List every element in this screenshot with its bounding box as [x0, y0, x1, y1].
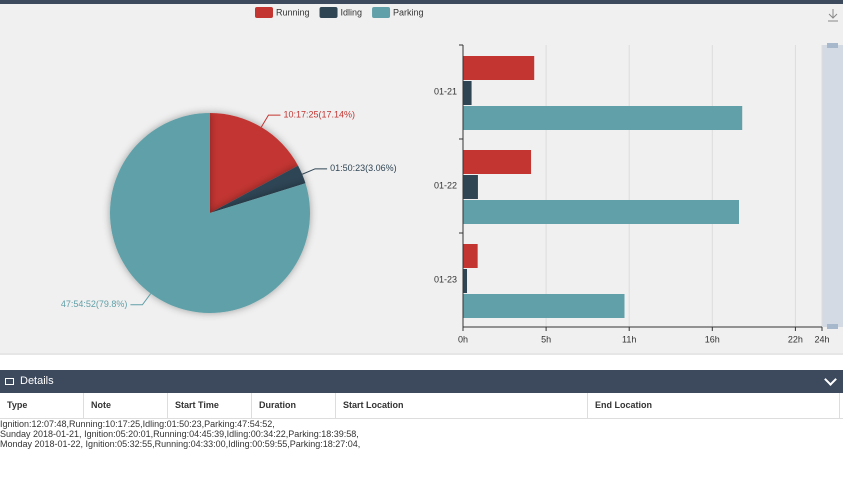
column-header: End Location [588, 393, 840, 418]
legend-label: Idling [341, 7, 363, 17]
details-rows: Ignition:12:07:48,Running:10:17:25,Idlin… [0, 419, 843, 449]
x-tick-label: 16h [705, 334, 720, 344]
x-tick-label: 11h [622, 334, 636, 344]
details-panel: Details Type Note Start Time Duration Start … [0, 370, 843, 483]
column-header: Duration [252, 393, 336, 418]
column-header: Note [84, 393, 168, 418]
zoom-slider[interactable] [822, 45, 843, 327]
label-line [302, 168, 328, 175]
column-header: Start Location [336, 393, 588, 418]
zoom-handle[interactable] [827, 43, 838, 48]
bar [463, 244, 478, 268]
details-row[interactable]: Monday 2018-01-22, Ignition:05:32:55,Run… [0, 439, 361, 449]
x-tick-label: 5h [541, 334, 551, 344]
bar [463, 269, 468, 293]
column-header: Start Time [168, 393, 252, 418]
x-tick-label: 0h [458, 334, 468, 344]
slice-label: 01:50:23(3.06%) [330, 163, 397, 173]
details-title: Details [20, 375, 54, 387]
details-row[interactable]: Ignition:12:07:48,Running:10:17:25,Idlin… [0, 419, 275, 429]
column-headers: Type Note Start Time Duration Start Location… [0, 393, 843, 419]
y-tick-label: 01-21 [434, 86, 457, 96]
legend-swatch [372, 7, 391, 18]
legend-label: Running [276, 7, 310, 17]
bar [463, 56, 535, 80]
legend-swatch [255, 7, 273, 18]
bar [463, 106, 743, 130]
slice-label: 10:17:25(17.14%) [283, 110, 355, 120]
chart-area: 10:17:25(17.14%) 01:50:23(3.06%) 47:54:52(… [0, 0, 843, 355]
legend-label: Parking [393, 7, 424, 17]
y-tick-label: 01-23 [434, 274, 457, 284]
download-glyph[interactable] [828, 9, 838, 22]
details-row[interactable]: Sunday 2018-01-21, Ignition:05:20:01,Run… [0, 429, 359, 439]
zoom-handle[interactable] [827, 324, 838, 329]
bar [463, 175, 478, 199]
bar [463, 81, 472, 105]
slice-label: 47:54:52(79.8%) [61, 299, 128, 309]
column-header: Type [0, 393, 84, 418]
x-tick-label: 22h [788, 334, 803, 344]
details-header[interactable]: Details [0, 370, 843, 393]
table-icon [5, 378, 14, 385]
bar [463, 294, 625, 318]
label-line [260, 114, 281, 128]
pie-slice [210, 165, 306, 213]
pie-slice [109, 113, 310, 314]
bar [463, 150, 532, 174]
x-tick-label: 24h [814, 334, 829, 344]
pie-slice [210, 113, 299, 213]
label-line [130, 293, 152, 306]
bar [463, 200, 739, 224]
legend-swatch [319, 7, 338, 18]
y-tick-label: 01-22 [434, 180, 457, 190]
top-bar [0, 0, 843, 4]
collapse-icon[interactable] [824, 373, 837, 386]
download-icon[interactable] [828, 9, 838, 22]
